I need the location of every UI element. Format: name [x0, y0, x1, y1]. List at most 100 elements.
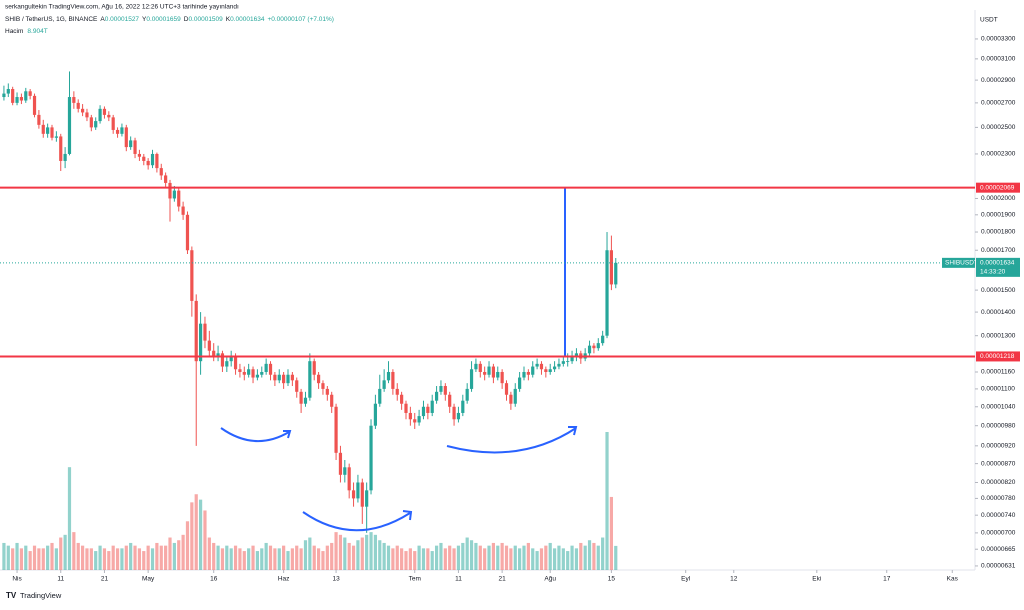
- candle-body: [89, 117, 93, 128]
- volume-bar: [286, 551, 290, 570]
- symbol-box: [942, 257, 975, 268]
- volume-bar: [264, 542, 268, 570]
- x-tick-label: Eyl: [681, 576, 691, 583]
- candle-body: [386, 371, 391, 381]
- volume-bar: [574, 548, 579, 570]
- x-tick-label: 11: [57, 576, 64, 583]
- y-tick-label: 0.00001400: [981, 309, 1016, 316]
- candle-body: [303, 397, 308, 404]
- candle-body: [544, 369, 548, 372]
- volume-bar: [212, 542, 216, 570]
- volume-bar: [316, 548, 321, 570]
- legend-value: 0.00001634: [230, 16, 265, 23]
- candle-body: [531, 366, 535, 375]
- level-label-box: [976, 351, 1020, 362]
- candle-body: [190, 250, 194, 301]
- y-tick-label: 0.00002900: [981, 77, 1016, 84]
- volume-legend: Hacim 8.904T: [5, 28, 48, 35]
- volume-bar: [369, 532, 373, 570]
- candle-body: [181, 206, 185, 215]
- candle-body: [282, 374, 286, 384]
- y-tick-label: 0.00001800: [981, 229, 1016, 236]
- volume-bar: [465, 537, 469, 570]
- candle-body: [207, 340, 211, 351]
- candle-body: [142, 156, 146, 161]
- x-tick-label: 21: [499, 576, 507, 583]
- candle-body: [548, 369, 552, 372]
- candle-body: [430, 400, 434, 413]
- arrow-curve: [446, 427, 577, 454]
- volume-bar: [89, 548, 93, 570]
- candle-body: [220, 353, 225, 367]
- legend: SHIB / TetherUS, 1G, BINANCE A0.00001527 Y…: [5, 16, 334, 23]
- volume-bar: [282, 545, 286, 570]
- volume-bar: [491, 542, 495, 570]
- volume-bar: [544, 545, 548, 570]
- volume-bar: [251, 545, 255, 570]
- x-tick-label: 11: [455, 576, 462, 583]
- logo-mark: TV: [6, 591, 17, 600]
- y-tick-label: 0.00003100: [981, 56, 1016, 63]
- candle-body: [325, 388, 329, 395]
- y-tick-label: 0.00001700: [981, 247, 1016, 254]
- current-price-label: 0.00001634: [980, 260, 1015, 267]
- volume-bar: [207, 537, 211, 570]
- volume-bar: [474, 542, 478, 570]
- volume-bar: [583, 545, 587, 570]
- x-tick-label: 15: [608, 576, 616, 583]
- volume-bar: [456, 545, 461, 570]
- candle-body: [46, 127, 50, 134]
- volume-bar: [37, 548, 41, 570]
- volume-bar: [177, 540, 181, 570]
- volume-bar: [526, 542, 530, 570]
- candle-body: [330, 394, 334, 407]
- candle-body: [111, 117, 115, 130]
- volume-bar: [386, 545, 391, 570]
- candle-body: [448, 394, 452, 407]
- y-tick-label: 0.00000631: [981, 563, 1016, 570]
- candle-body: [557, 363, 561, 367]
- volume-bar: [321, 551, 325, 570]
- candle-body: [570, 355, 574, 362]
- volume-bar: [334, 532, 338, 570]
- legend-change: +0.00000107 (+7.01%): [267, 16, 334, 23]
- volume-bar: [535, 551, 539, 570]
- arrow-head: [568, 426, 578, 436]
- currency: USDT: [980, 17, 998, 24]
- level-label-box: [976, 182, 1020, 193]
- volume-bar: [609, 496, 613, 570]
- volume-bar: [570, 545, 574, 570]
- volume-bar: [146, 545, 150, 570]
- candle-body: [260, 371, 264, 375]
- candle-body: [41, 124, 45, 134]
- volume-bar: [15, 542, 19, 570]
- x-tick-label: 17: [883, 576, 891, 583]
- volume-bar: [347, 542, 351, 570]
- volume-bar: [54, 548, 58, 570]
- candle-body: [474, 363, 478, 370]
- y-tick-label: 0.00002300: [981, 151, 1016, 158]
- candle-body: [80, 108, 85, 113]
- volume-bar: [273, 548, 277, 570]
- candle-body: [461, 400, 465, 413]
- candle-body: [513, 388, 517, 404]
- volume-bar: [168, 537, 172, 570]
- candle-body: [28, 91, 32, 96]
- candle-body: [286, 374, 290, 384]
- candle-body: [469, 369, 474, 389]
- candle-body: [155, 153, 159, 169]
- volume-bar: [190, 502, 194, 570]
- candle-body: [2, 93, 6, 98]
- volume-bar: [566, 551, 570, 570]
- candle-body: [478, 363, 482, 372]
- volume-bar: [496, 545, 500, 570]
- volume-bar: [142, 551, 146, 570]
- candle-body: [11, 89, 15, 103]
- candle-body: [526, 371, 530, 375]
- volume-bar: [120, 548, 124, 570]
- candle-body: [102, 108, 107, 115]
- candle-body: [552, 366, 557, 370]
- volume-bar: [439, 542, 443, 570]
- volume-bar: [531, 548, 535, 570]
